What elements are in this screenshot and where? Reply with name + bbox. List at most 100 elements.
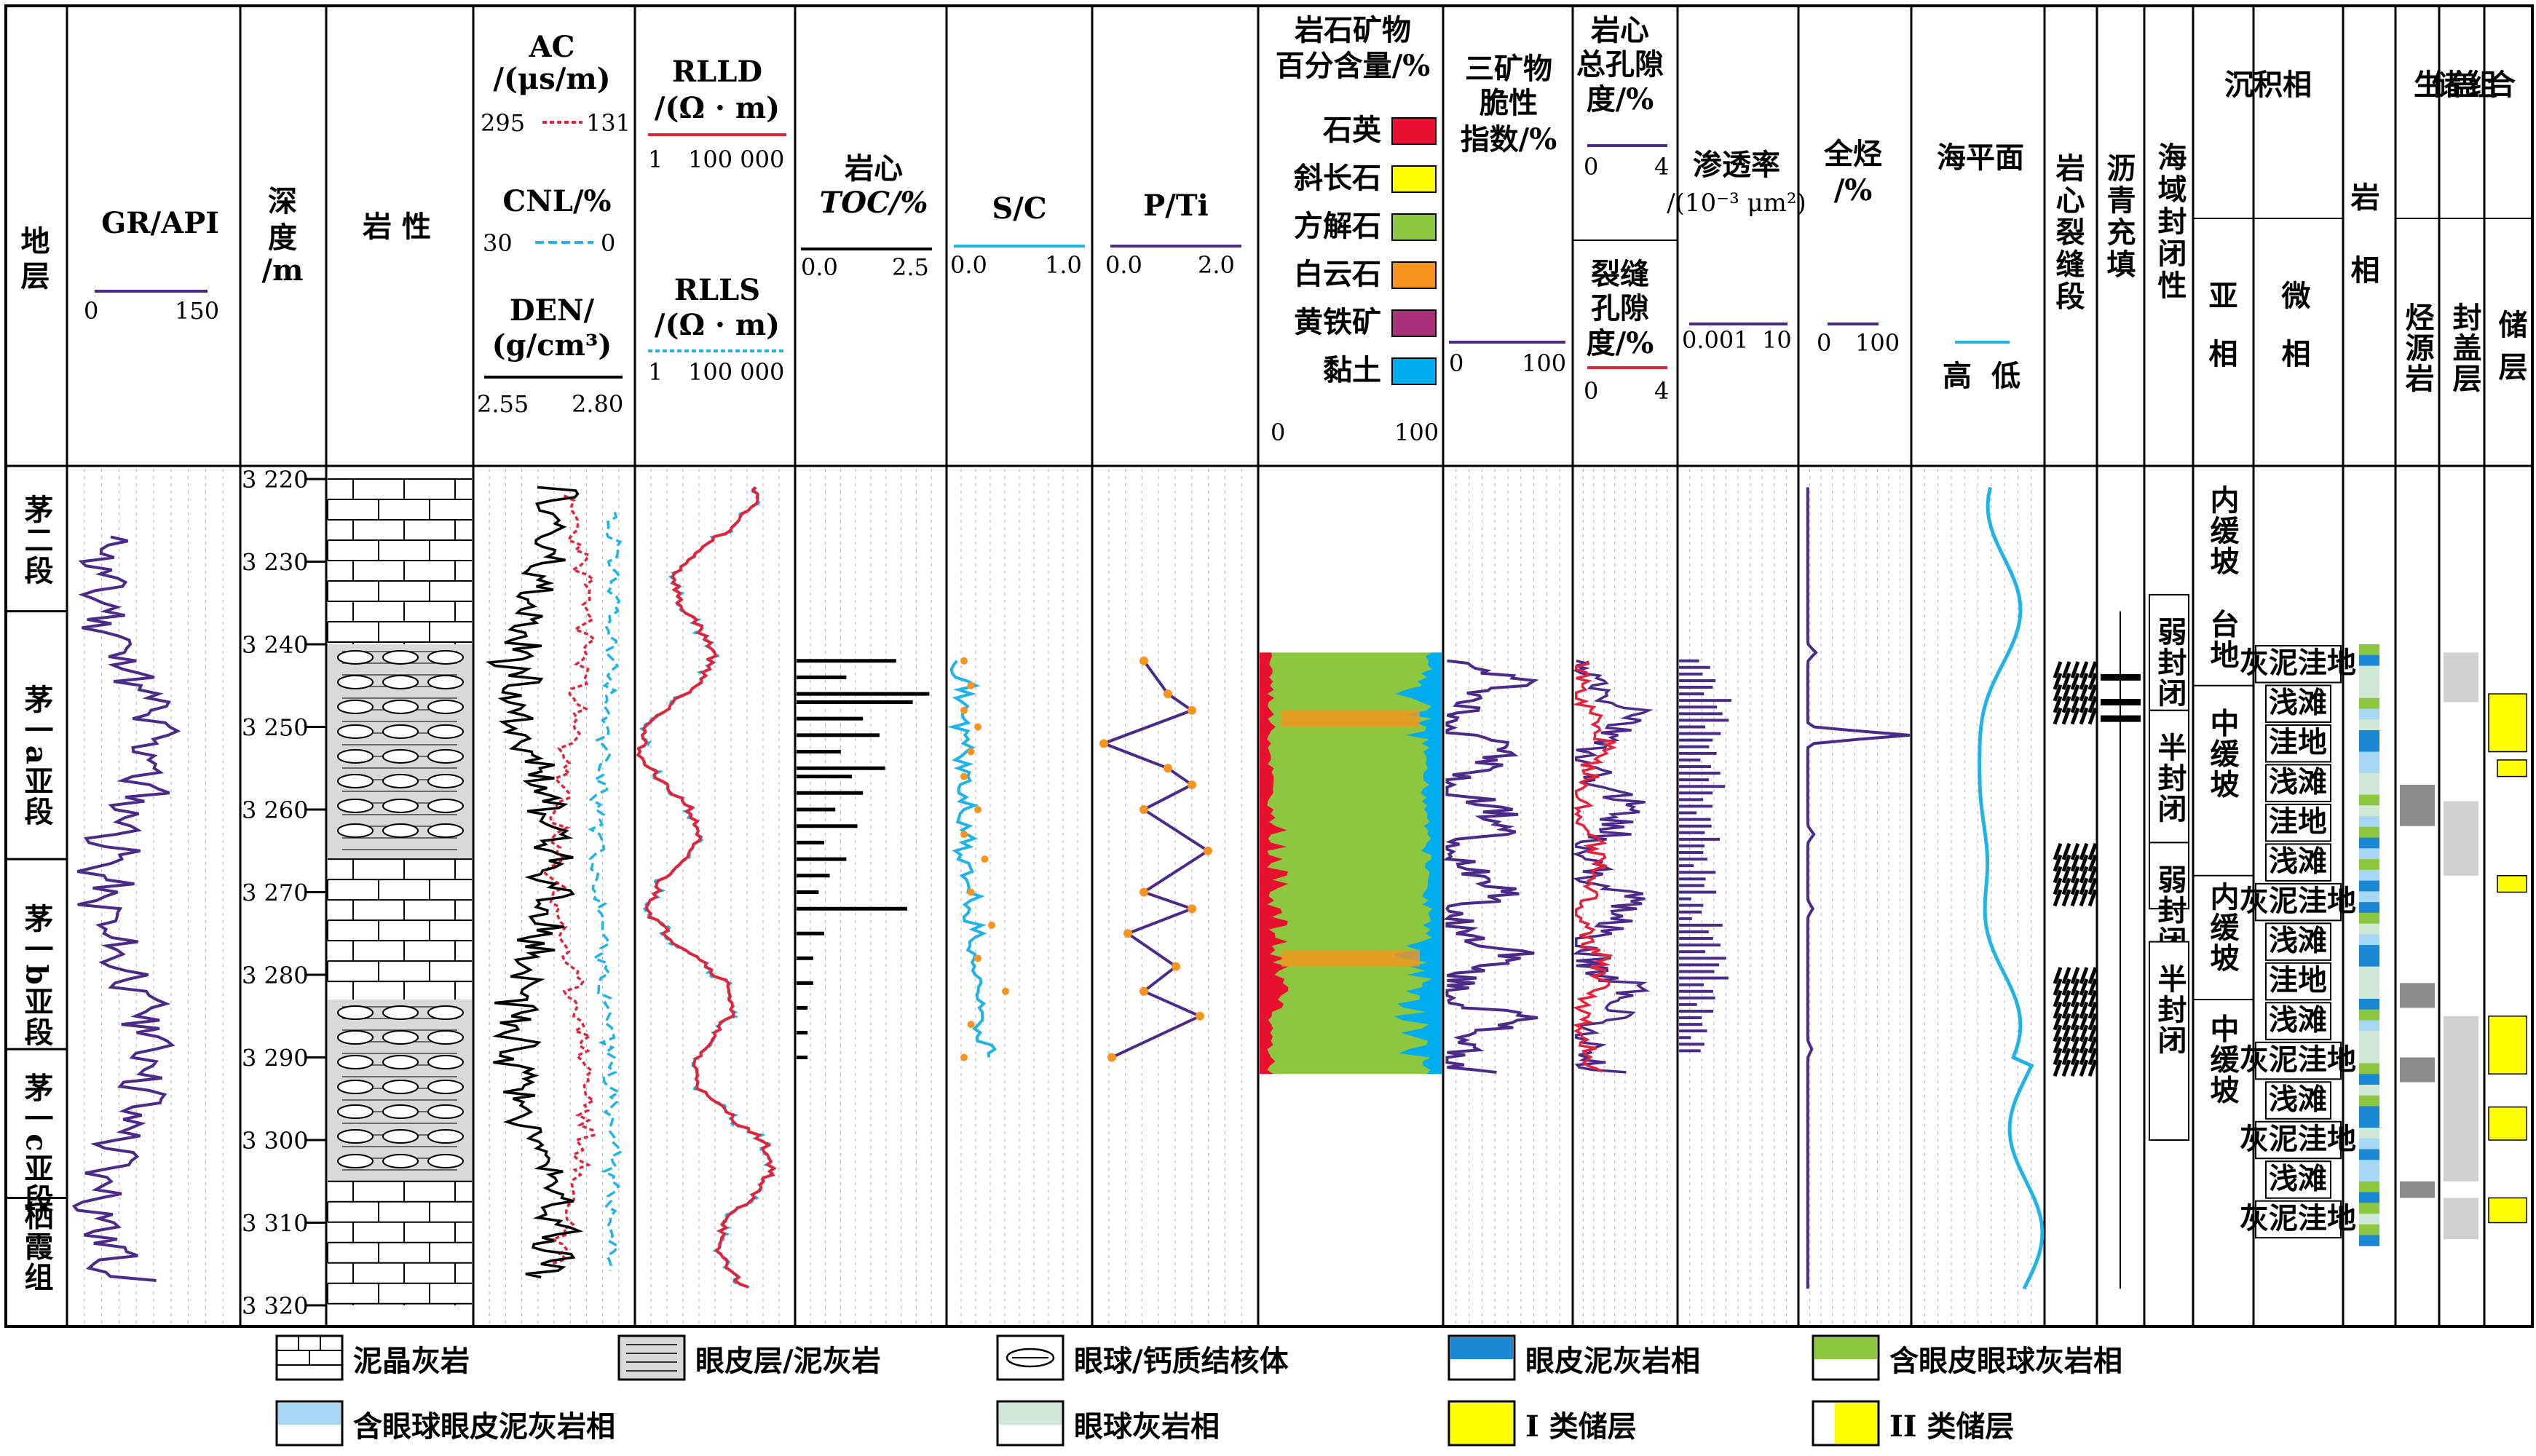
porosity-curve [1572,660,1654,1074]
den-curve [485,486,584,1279]
pti-point [1099,739,1108,748]
core-fracture-mark [2079,1048,2089,1066]
core-fracture-mark [2087,707,2098,725]
seal-label: 弱封闭 [2153,617,2187,708]
fracture-porosity-curve [1572,660,1617,1073]
brittleness-curve [1442,659,1539,1074]
microfacies-label: 浅滩 [2269,1083,2327,1117]
lithofacies-strip [2359,665,2379,677]
core-fracture-mark [2061,978,2071,996]
core-fracture-mark [2079,1001,2089,1019]
core-fracture-mark [2087,1048,2098,1066]
header-cap: 封盖层 [2448,302,2482,394]
depth-tick-label: 3 290 [242,1045,309,1072]
header-den-unit: (g/cm³) [492,328,612,363]
microfacies-label: 洼地 [2269,725,2327,759]
eyeball-nodule [382,1129,419,1144]
header-fracture-1: 裂缝 [1591,257,1649,291]
microfacies-box [2255,645,2342,684]
core-fracture-mark [2070,1001,2080,1019]
core-fracture-mark [2070,1024,2080,1042]
microfacies-box [2265,1081,2331,1120]
reservoir-class-2 [2497,875,2527,893]
core-fracture-mark [2070,673,2080,690]
pti-point [1188,705,1196,715]
source-rock [2400,983,2435,1008]
eyeball-nodule [427,1080,464,1095]
seal-box [2149,593,2189,711]
lithofacies-strip [2359,676,2379,688]
gr-max: 150 [175,297,219,325]
total-hc-curve [1806,487,1910,1289]
eyeball-nodule [382,799,419,813]
lithofacies-strip [2359,1235,2379,1246]
core-fracture-mark [2087,854,2098,872]
rlls-min: 1 [648,358,663,386]
core-fracture-mark [2087,695,2098,713]
microfacies-box [2255,882,2342,922]
column-frame [4,4,2534,1328]
lithofacies-strip [2359,1009,2379,1021]
lithofacies-strip [2359,1117,2379,1128]
eyeball-nodule [337,1055,374,1070]
mineral-legend-label: 斜长石 [1294,161,1381,195]
depth-tick-label: 3 260 [242,796,309,824]
core-fracture-mark [2087,673,2098,690]
seal-label: 半封闭 [2153,964,2187,1056]
core-fracture-mark [2070,1013,2080,1031]
eyeball-nodule [337,1005,374,1021]
core-fracture-mark [2053,684,2063,702]
eyeball-nodule [337,1129,374,1144]
eyeball-nodule [337,799,374,813]
lithofacies-strip [2359,826,2379,839]
core-fracture-mark [2079,978,2089,996]
fracture-min: 0 [1584,377,1598,405]
header-facies: 岩相 [2346,182,2380,328]
fracture-max: 4 [1654,377,1669,405]
core-fracture-mark [2087,889,2098,907]
minerals-max: 100 [1394,419,1439,446]
microfacies-box [2265,764,2331,802]
core-fracture-mark [2053,1036,2063,1054]
sc-min: 0.0 [950,251,987,279]
header-brittle-1: 三矿物 [1465,52,1552,86]
core-fracture-mark [2053,889,2063,907]
core-fracture-mark [2053,1013,2063,1031]
eyeball-nodule [382,1005,419,1021]
header-toc-1: 岩心 [845,151,903,186]
core-fracture-mark [2061,661,2071,678]
header-lithology: 岩 性 [363,210,431,244]
core-fracture-mark [2079,877,2089,895]
mineral-legend-swatch [1391,117,1437,145]
microfacies-label: 浅滩 [2269,765,2327,799]
core-fracture-mark [2087,1013,2098,1031]
core-fracture-mark [2061,967,2071,984]
header-sed-facies: 沉积相 [2224,68,2312,102]
lithofacies-strip [2359,945,2379,957]
core-fracture-mark [2087,877,2098,895]
lithofacies-strip [2359,1063,2379,1075]
core-fracture-mark [2079,1024,2089,1042]
core-fracture-mark [2061,684,2071,702]
lithofacies-strip [2359,773,2379,785]
eyeball-nodule [427,823,464,838]
eyeball-nodule [337,749,374,764]
subfacies-label: 台地 [2205,609,2240,670]
lithofacies-strip [2359,687,2379,699]
microfacies-label: 浅滩 [2269,1161,2327,1195]
den-max: 2.80 [572,390,623,418]
microfacies-box [2265,1002,2331,1040]
microfacies-label: 浅滩 [2269,924,2327,958]
microfacies-label: 灰泥洼地 [2240,646,2356,680]
legend-label-limestone: 泥晶灰岩 [353,1344,470,1378]
mineral-dolomite [1281,710,1420,727]
hc-min: 0 [1817,329,1831,357]
eyeball-nodule [382,1030,419,1045]
legend-swatch-facies-1 [1447,1334,1516,1381]
lithology-limestone [328,479,472,644]
header-perm-2: /(10⁻³ μm²) [1667,189,1806,218]
core-fracture-mark [2053,661,2063,678]
core-fracture-mark [2079,1036,2089,1054]
core-fracture-mark [2070,866,2080,884]
